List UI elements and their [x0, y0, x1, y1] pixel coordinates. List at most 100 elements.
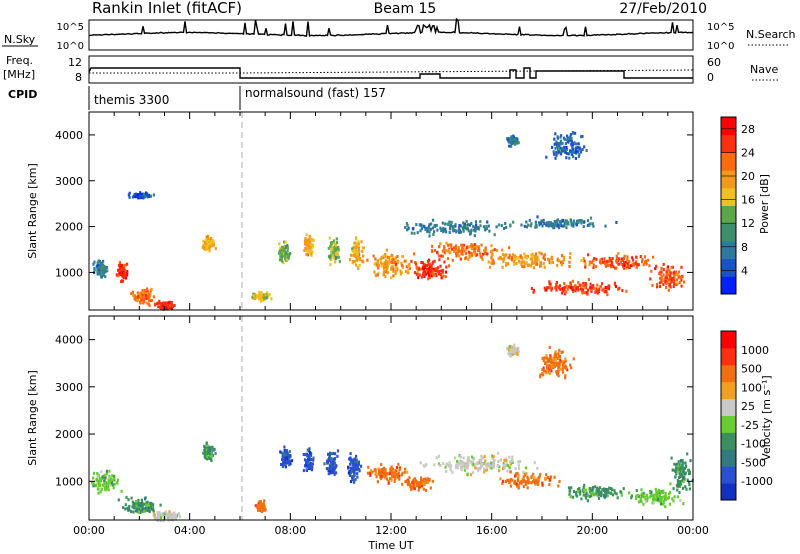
power-cell [555, 282, 558, 286]
velocity-cell [483, 455, 486, 459]
power-cell [423, 225, 426, 229]
power-cell [563, 221, 566, 225]
power-cell [576, 219, 579, 223]
velocity-cell [410, 488, 413, 492]
velocity-cell [477, 468, 480, 472]
power-cell [608, 260, 611, 264]
velocity-cell [689, 459, 692, 463]
velocity-cell [103, 473, 106, 477]
power-cell [581, 291, 584, 295]
power-cell [416, 231, 419, 235]
power-cell [572, 219, 576, 223]
power-cell [331, 254, 334, 257]
power-cell [523, 262, 526, 266]
power-cell [507, 262, 510, 266]
velocity-cell [157, 513, 160, 517]
power-cell [429, 267, 432, 271]
power-cell [96, 267, 99, 270]
velocity-cell [210, 457, 213, 461]
velocity-cell [210, 446, 213, 450]
velocity-cell [263, 505, 266, 509]
velocity-cell [395, 469, 398, 473]
station-title: Rankin Inlet (fitACF) [92, 0, 242, 17]
velocity-cell [557, 374, 560, 378]
velocity-cell [449, 465, 452, 469]
power-cell [444, 222, 447, 226]
velocity-cell [281, 463, 284, 467]
power-cell [212, 243, 215, 247]
power-cell [517, 141, 520, 145]
power-cell [532, 261, 535, 265]
velocity-cell [398, 468, 401, 472]
velocity-cell [467, 459, 471, 462]
power-cell [211, 238, 214, 242]
velocity-cell [575, 493, 578, 497]
power-cell [282, 252, 285, 256]
velocity-cell [543, 356, 546, 360]
velocity-cell [284, 453, 288, 457]
velocity-cell [676, 479, 679, 483]
power-cell [377, 266, 380, 270]
velocity-cell [136, 509, 139, 513]
power-cell [433, 249, 436, 252]
velocity-cell [90, 481, 94, 485]
velocity-cell [105, 487, 109, 491]
velocity-cell [655, 490, 658, 494]
power-cell [563, 287, 566, 291]
velocity-cell [680, 479, 683, 483]
power-cell [328, 255, 331, 259]
colorbar-swatch [721, 205, 736, 224]
power-cell [552, 225, 555, 228]
velocity-cell [684, 485, 687, 489]
power-cell [148, 304, 151, 308]
velocity-cell [684, 471, 687, 475]
velocity-cell [568, 493, 571, 497]
power-cell [120, 264, 123, 268]
power-cell [455, 252, 458, 256]
power-cell [649, 277, 652, 281]
velocity-cell [138, 507, 141, 511]
power-cell [437, 254, 440, 258]
power-cell [604, 262, 607, 265]
velocity-cell [97, 487, 100, 491]
power-cell [662, 273, 665, 277]
power-cell [152, 193, 155, 197]
power-cell [441, 268, 444, 272]
range-tick-label: 3000 [55, 381, 83, 394]
power-cell [268, 293, 271, 296]
power-cell [476, 249, 480, 253]
velocity-cell [572, 490, 576, 493]
power-cell [330, 253, 333, 257]
power-cell [522, 260, 525, 264]
power-cell [332, 256, 335, 260]
range-tick-label: 4000 [55, 129, 83, 142]
velocity-cell [652, 498, 655, 502]
velocity-cell [641, 492, 644, 496]
sky-tick-top: 10^5 [57, 22, 84, 33]
velocity-cell [523, 479, 526, 483]
power-cell [434, 224, 437, 228]
power-cell [427, 277, 430, 281]
power-cell [283, 240, 286, 244]
power-cell [536, 262, 539, 266]
power-cell [557, 226, 561, 230]
velocity-cell [642, 502, 645, 506]
power-cell [439, 273, 442, 277]
power-cell [104, 270, 107, 274]
power-cell [142, 295, 145, 299]
power-cell [429, 272, 432, 276]
power-cell [571, 288, 574, 292]
power-cell [672, 271, 676, 275]
power-cell [254, 297, 257, 301]
velocity-cell [478, 458, 481, 462]
velocity-cell [329, 460, 332, 464]
power-cell [559, 135, 562, 139]
power-cell [157, 305, 160, 309]
power-cell [599, 285, 602, 288]
velocity-cell [472, 460, 475, 464]
power-cell [615, 254, 618, 258]
power-cell [671, 277, 674, 281]
velocity-cell [682, 502, 685, 506]
velocity-cell [418, 483, 421, 486]
velocity-cell [681, 473, 684, 477]
